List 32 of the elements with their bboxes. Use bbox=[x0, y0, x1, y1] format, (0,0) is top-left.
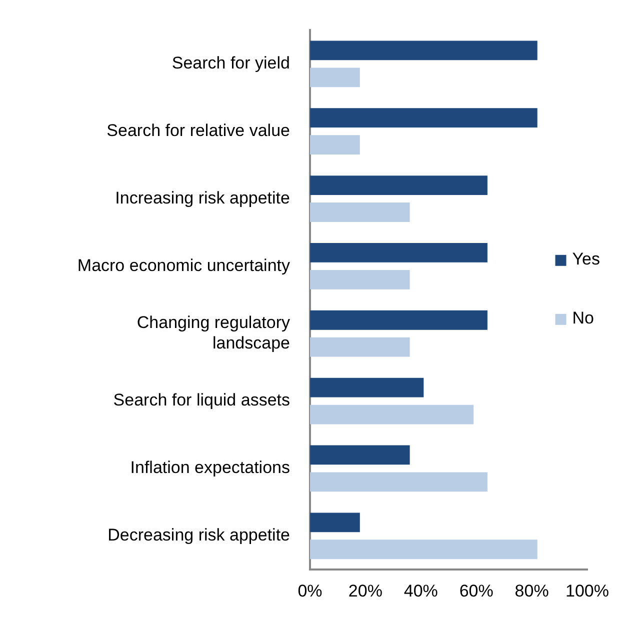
y-tick-label: Macro economic uncertainty bbox=[77, 256, 290, 275]
y-tick-label: Decreasing risk appetite bbox=[108, 526, 290, 545]
bar bbox=[310, 68, 360, 88]
bar bbox=[310, 472, 488, 492]
bar bbox=[310, 378, 424, 398]
bar bbox=[310, 337, 410, 357]
x-tick-label: 60% bbox=[459, 581, 494, 600]
bar bbox=[310, 202, 410, 222]
bar bbox=[310, 270, 410, 290]
y-tick-label: Search for yield bbox=[172, 54, 290, 73]
bar bbox=[310, 445, 410, 465]
bar bbox=[310, 108, 538, 128]
x-tick-label: 40% bbox=[404, 581, 438, 600]
bar bbox=[310, 242, 488, 262]
x-tick-label: 100% bbox=[566, 581, 609, 600]
y-tick-label: Inflation expectations bbox=[130, 458, 290, 478]
x-tick-label: 80% bbox=[514, 581, 549, 600]
bar bbox=[310, 40, 538, 60]
bar bbox=[310, 404, 474, 424]
legend-label: Yes bbox=[572, 250, 600, 269]
y-tick-label: Search for liquid assets bbox=[113, 390, 290, 410]
bar bbox=[310, 540, 538, 560]
y-tick-label: Changing regulatory landscape bbox=[136, 313, 290, 352]
bar bbox=[310, 310, 488, 330]
y-tick-label: Search for relative value bbox=[106, 121, 290, 140]
y-tick-label: Increasing risk appetite bbox=[115, 188, 290, 208]
x-tick-label: 20% bbox=[348, 581, 382, 600]
bar bbox=[310, 176, 488, 195]
bar bbox=[310, 135, 360, 155]
legend-label: No bbox=[572, 308, 594, 328]
x-tick-label: 0% bbox=[298, 581, 322, 600]
bar bbox=[310, 512, 360, 532]
